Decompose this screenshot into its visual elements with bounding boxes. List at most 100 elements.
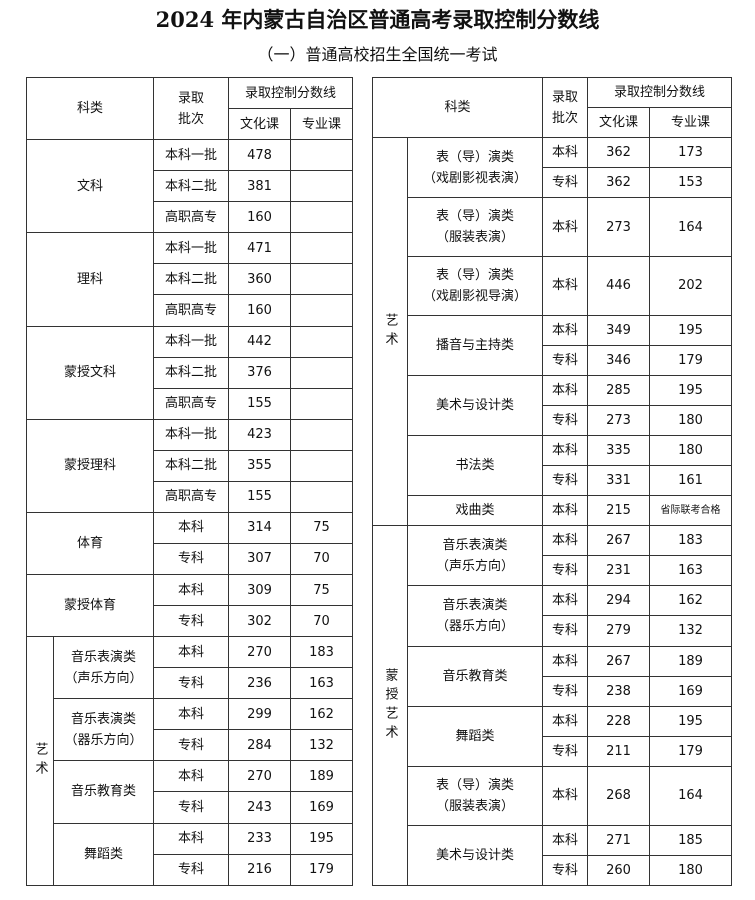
score-cell: 132 xyxy=(290,729,354,762)
header-cell-text: 文化课 xyxy=(599,115,639,131)
header-cell-text: 录取 xyxy=(178,90,205,106)
subgroup-cell-text: （服装表演） xyxy=(436,798,515,814)
batch-cell: 本科 xyxy=(153,698,230,731)
subgroup-cell-text: 表（导）演类 xyxy=(436,777,515,793)
table-row: 美术与设计类 本科 285 195 xyxy=(373,374,733,437)
table-row: 专科 211 179 xyxy=(373,735,733,767)
score-cell xyxy=(290,232,354,265)
subgroup-cell-text: （戏剧影视表演） xyxy=(423,170,528,186)
batch-cell-text: 高职高专 xyxy=(165,489,218,505)
batch-cell: 本科 xyxy=(542,585,589,617)
group-cell: 蒙授体育 xyxy=(25,573,155,638)
score-cell: 423 xyxy=(228,418,292,451)
batch-cell: 专科 xyxy=(542,675,589,707)
batch-cell-text: 本科二批 xyxy=(165,458,218,474)
group-cell-text: 蒙授文科 xyxy=(64,365,117,381)
score-cell-text: 362 xyxy=(606,145,631,161)
score-cell xyxy=(290,387,354,420)
score-cell: 189 xyxy=(290,760,354,793)
subgroup-cell: 音乐表演类 （器乐方向） xyxy=(406,585,544,647)
table-row: 蒙授理科 本科一批 423 xyxy=(25,418,354,513)
batch-cell: 本科 xyxy=(153,822,230,855)
score-cell: 267 xyxy=(587,525,651,557)
score-cell: 180 xyxy=(649,854,733,887)
score-cell-text: 163 xyxy=(309,675,334,691)
header-cell-text: 录取 xyxy=(552,89,579,105)
header-cell: 专业课 xyxy=(290,108,354,141)
subgroup-cell: 美术与设计类 xyxy=(406,374,544,437)
score-cell: 162 xyxy=(649,585,733,617)
batch-cell-text: 专科 xyxy=(552,743,579,759)
subgroup-cell-text: 音乐表演类 xyxy=(442,537,508,553)
batch-cell: 本科 xyxy=(542,765,589,826)
batch-cell: 本科一批 xyxy=(153,325,230,358)
subgroup-cell: 播音与主持类 xyxy=(406,314,544,376)
subgroup-cell: 音乐表演类 （器乐方向） xyxy=(52,698,155,762)
header-cell: 科类 xyxy=(25,76,155,141)
batch-cell-text: 本科一批 xyxy=(165,147,218,163)
score-cell: 195 xyxy=(649,314,733,346)
subgroup-cell: 戏曲类 xyxy=(406,495,544,527)
score-cell-text: 173 xyxy=(678,145,703,161)
subgroup-cell: 音乐表演类 （声乐方向） xyxy=(406,525,544,587)
score-cell: 478 xyxy=(228,139,292,172)
subgroup-cell-text: 美术与设计类 xyxy=(436,398,515,413)
score-cell: 381 xyxy=(228,170,292,203)
score-cell-text: 155 xyxy=(247,396,272,412)
batch-cell-text: 本科 xyxy=(178,644,205,660)
score-cell: 267 xyxy=(587,645,651,677)
score-cell-text: 195 xyxy=(678,382,703,398)
batch-cell-text: 专科 xyxy=(178,613,205,629)
batch-cell: 本科 xyxy=(153,573,230,607)
batch-cell-text: 本科 xyxy=(552,832,579,848)
score-cell-text: 169 xyxy=(678,683,703,699)
group-cell: 蒙授艺术 xyxy=(372,525,408,886)
score-cell-text: 299 xyxy=(247,706,272,722)
batch-cell: 专科 xyxy=(153,729,230,762)
batch-cell-text: 本科 xyxy=(178,768,205,784)
score-cell-text: 442 xyxy=(247,334,272,350)
subgroup-cell-text: （声乐方向） xyxy=(64,670,143,686)
score-cell-text: 160 xyxy=(247,209,272,225)
score-cell: 162 xyxy=(290,698,354,731)
batch-cell: 专科 xyxy=(542,854,589,887)
score-cell-text: 279 xyxy=(606,623,631,639)
batch-cell: 本科 xyxy=(542,435,589,467)
group-cell: 体育 xyxy=(25,511,155,576)
subgroup-cell-text: 书法类 xyxy=(455,458,495,474)
score-cell: 279 xyxy=(587,615,651,647)
score-cell-text: 285 xyxy=(606,382,631,398)
header-row: 科类 录取 批次 录取控制分数线 xyxy=(25,76,354,141)
batch-cell: 本科一批 xyxy=(153,232,230,265)
subgroup-cell: 表（导）演类 （戏剧影视导演） xyxy=(406,256,544,316)
batch-cell-text: 本科 xyxy=(178,706,205,722)
score-cell-text: 270 xyxy=(247,644,272,660)
score-cell: 273 xyxy=(587,404,651,437)
score-cell: 376 xyxy=(228,356,292,389)
batch-cell-text: 本科 xyxy=(552,382,579,398)
score-cell: 346 xyxy=(587,344,651,376)
score-cell-text: 309 xyxy=(247,582,272,598)
score-cell: 180 xyxy=(649,404,733,437)
score-cell: 202 xyxy=(649,256,733,316)
batch-cell-text: 专科 xyxy=(552,352,579,368)
score-cell: 228 xyxy=(587,705,651,737)
score-cell: 179 xyxy=(649,735,733,767)
table-row: 音乐教育类 本科 270 189 xyxy=(27,760,354,824)
score-cell-text: 267 xyxy=(606,653,631,669)
batch-cell-text: 本科 xyxy=(552,219,579,235)
batch-cell: 本科二批 xyxy=(153,356,230,389)
score-cell xyxy=(290,418,354,451)
score-cell: 335 xyxy=(587,435,651,467)
subtitle: （一）普通高校招生全国统一考试 xyxy=(257,45,498,64)
subgroup-cell: 美术与设计类 xyxy=(406,824,544,887)
table-row: 专科 216 179 xyxy=(27,853,354,887)
header-cell-text: 录取控制分数线 xyxy=(245,85,337,101)
table-row: 播音与主持类 本科 349 195 xyxy=(373,314,733,376)
group-cell-text: 体育 xyxy=(77,535,104,551)
score-cell-text: 70 xyxy=(313,551,330,567)
score-cell-text: 294 xyxy=(606,593,631,609)
score-cell xyxy=(290,480,354,513)
score-cell-text: 169 xyxy=(309,799,334,815)
group-cell-text: 蒙授艺术 xyxy=(382,667,398,744)
